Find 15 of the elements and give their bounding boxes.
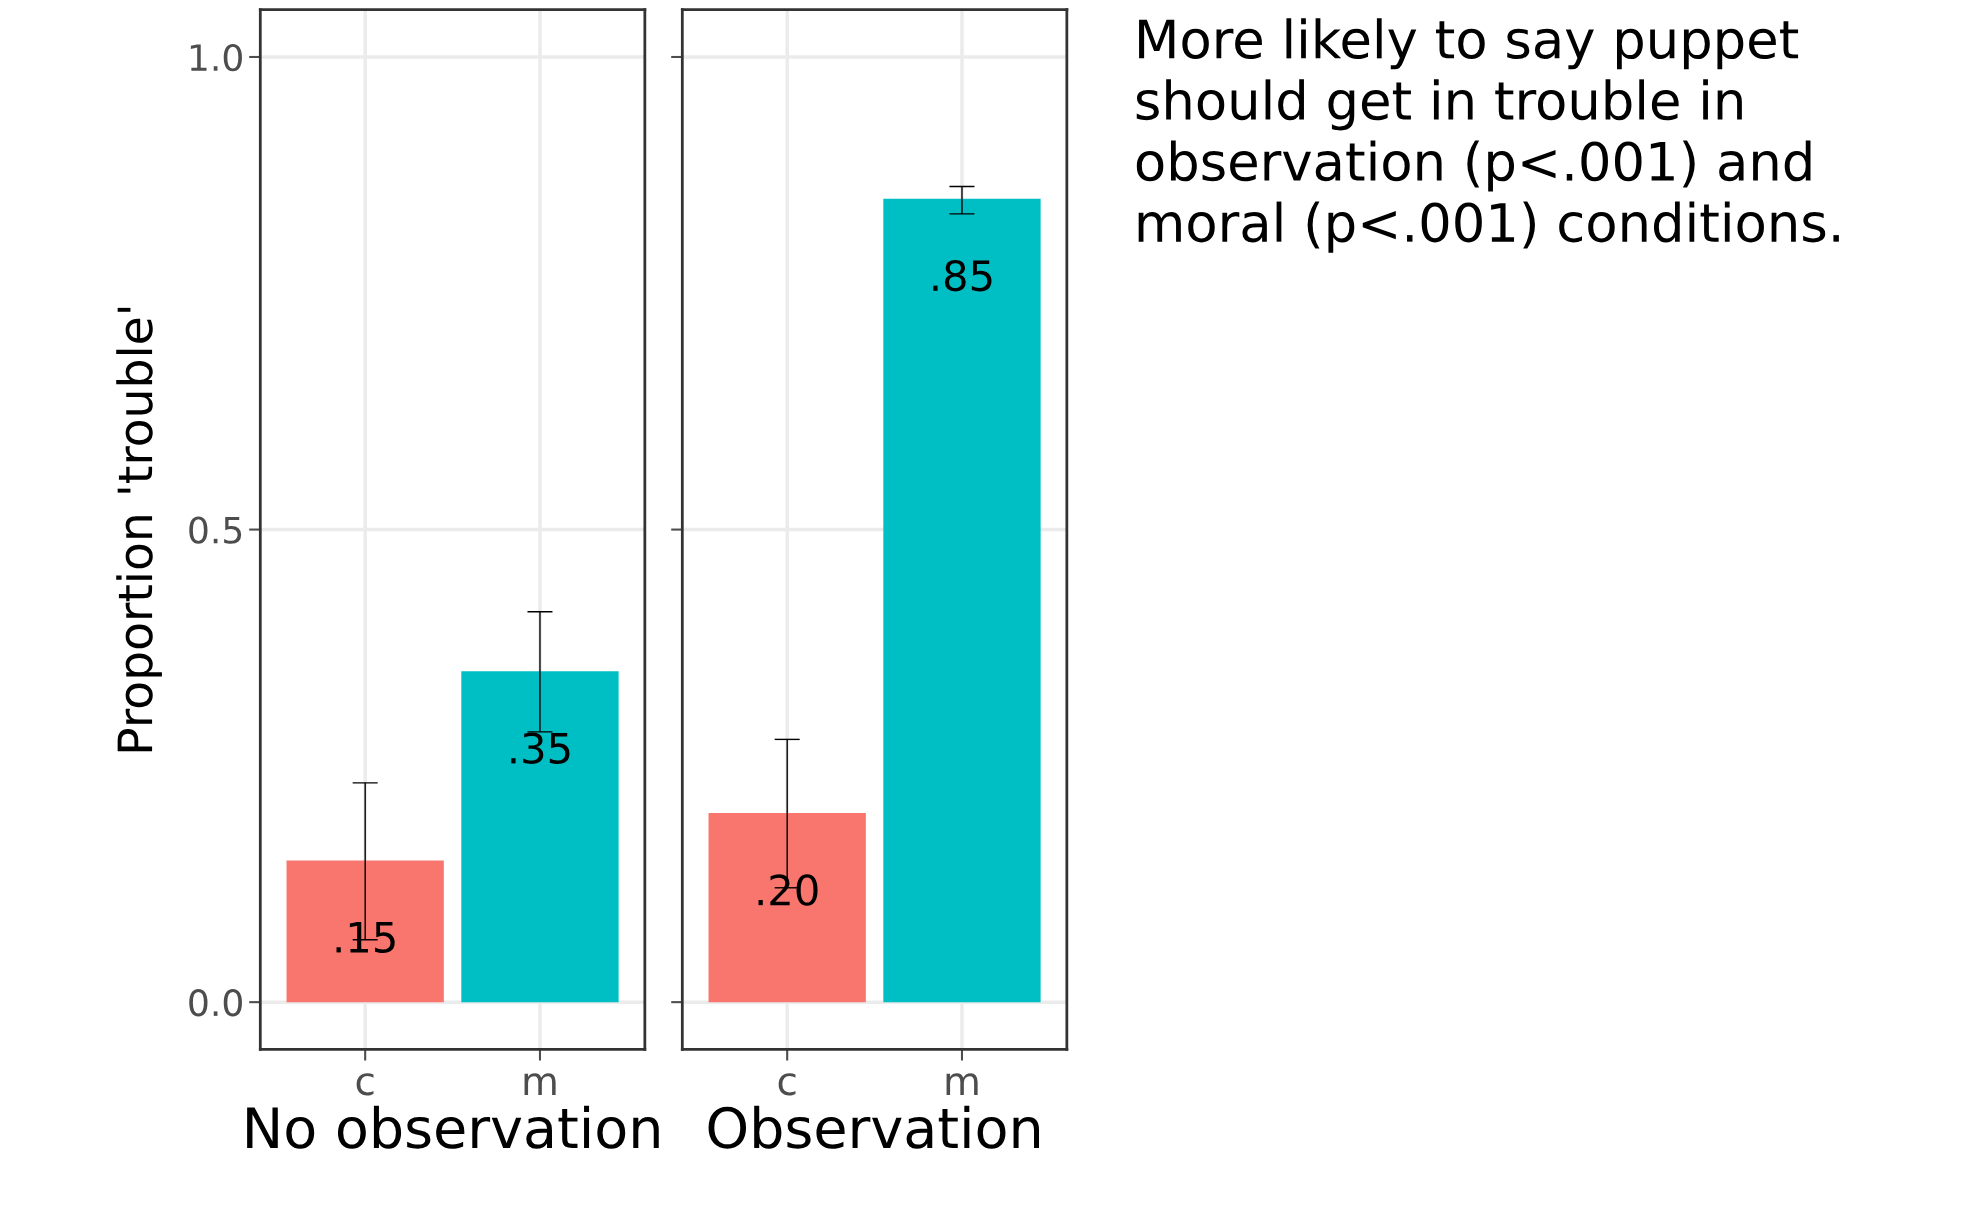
- y-tick-label: 1.0: [190, 43, 242, 72]
- x-tick-label: c: [778, 1073, 796, 1096]
- x-tick-label: c: [356, 1073, 374, 1096]
- x-tick-label: m: [946, 1073, 978, 1095]
- x-axis-title: Observation: [708, 1105, 1040, 1149]
- data-label: .35: [511, 732, 570, 764]
- data-label: .20: [758, 874, 818, 906]
- x-tick-label: m: [524, 1073, 556, 1095]
- data-label: .15: [336, 922, 395, 954]
- y-tick-label: 0.0: [189, 989, 242, 1017]
- y-axis-title: Proportion 'trouble': [116, 307, 162, 752]
- y-tick-label: 0.5: [189, 516, 242, 544]
- text: More likely to say puppet should get in trouble in observation (p<.001) and moral (p<.001) conditions.: [1136, 18, 1839, 253]
- x-axis-title: No observation: [247, 1105, 659, 1149]
- data-label: .85: [933, 259, 992, 292]
